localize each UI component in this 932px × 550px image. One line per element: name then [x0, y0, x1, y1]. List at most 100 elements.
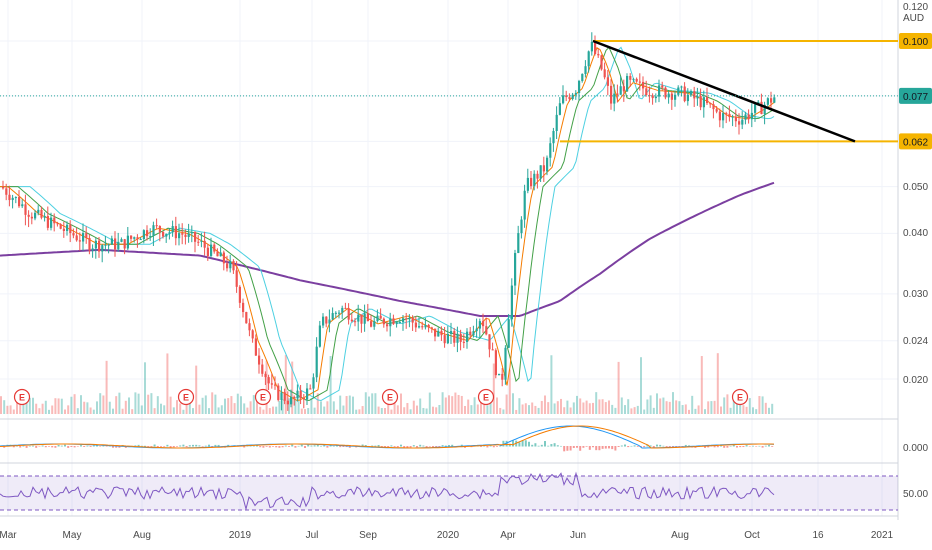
volume-bar — [547, 402, 550, 414]
candle-body — [309, 388, 312, 390]
candle-body — [539, 165, 542, 179]
macd-signal-line — [0, 425, 775, 449]
volume-bar — [348, 395, 351, 414]
candle-body — [744, 114, 747, 120]
y-tick-label: 0.050 — [903, 182, 928, 193]
volume-bar — [416, 405, 418, 414]
macd-histogram-bar — [729, 445, 732, 447]
candle-body — [328, 319, 331, 324]
macd-histogram-bar — [499, 445, 502, 447]
candle-body — [200, 240, 203, 242]
macd-histogram-bar — [182, 444, 185, 447]
price-axis[interactable]: 0.120 AUD 0.050 0.040 0.030 0.024 0.020 … — [903, 2, 928, 500]
candle-body — [587, 51, 590, 67]
volume-bar — [428, 392, 431, 414]
macd-histogram-bar — [57, 445, 60, 447]
macd-histogram-bar — [169, 446, 172, 448]
candle-body — [114, 238, 117, 250]
candle-body — [43, 216, 46, 218]
macd-histogram-bar — [742, 446, 745, 448]
candle-body — [453, 331, 456, 343]
volume-bar — [451, 396, 454, 414]
volume-bar — [694, 408, 697, 414]
volume-bar — [48, 409, 50, 414]
macd-histogram-bar — [425, 446, 428, 448]
volume-bar — [83, 401, 86, 414]
candle-body — [747, 114, 750, 120]
candle-body — [773, 97, 776, 103]
macd-histogram-bar — [707, 446, 710, 448]
volume-bar — [230, 396, 233, 414]
volume-bar — [35, 403, 38, 414]
macd-histogram-bar — [204, 445, 207, 447]
candle-body — [37, 209, 40, 213]
candle-body — [728, 113, 731, 118]
candle-body — [389, 318, 392, 327]
rsi-axis-label: 50.00 — [903, 489, 928, 500]
ma-long-line — [0, 181, 775, 317]
macd-histogram-bar — [524, 440, 527, 447]
time-axis[interactable]: Mar May Aug 2019 Jul Sep 2020 Apr Jun Aug Oct 16 202… — [0, 530, 894, 541]
volume-bar — [32, 397, 34, 414]
candle-body — [754, 104, 757, 113]
volume-bar — [355, 409, 358, 414]
macd-histogram-bar — [752, 445, 754, 447]
candle-body — [146, 230, 149, 237]
candle-body — [158, 226, 161, 232]
macd-histogram-bar — [268, 446, 271, 448]
candle-body — [734, 116, 737, 122]
candle-body — [133, 237, 136, 239]
macd-histogram-bar — [528, 441, 530, 447]
candle-body — [350, 319, 353, 322]
macd-histogram-bar — [83, 446, 86, 447]
candle-body — [24, 204, 27, 215]
candle-body — [222, 252, 225, 264]
volume-bar — [9, 405, 12, 414]
macd-histogram-bar — [422, 445, 425, 447]
volume-bar — [406, 403, 409, 414]
macd-histogram-bar — [492, 446, 495, 448]
price-badge-current: 0.077 — [899, 87, 932, 104]
volume-bar — [124, 400, 127, 414]
volume-bar — [601, 399, 604, 414]
volume-bar — [326, 401, 329, 414]
macd-histogram-bar — [166, 444, 169, 447]
volume-bar — [521, 404, 524, 414]
volume-bar — [409, 409, 412, 414]
volume-bar — [627, 399, 630, 414]
candle-body — [165, 233, 168, 237]
volume-bar — [291, 361, 294, 414]
candle-body — [523, 190, 526, 220]
volume-bar — [614, 407, 617, 414]
candle-body — [680, 86, 683, 88]
macd-histogram-bar — [41, 445, 44, 447]
candle-body — [312, 377, 315, 389]
candle-body — [715, 109, 718, 112]
macd-histogram-bar — [118, 446, 121, 448]
macd-histogram-bar — [179, 445, 182, 447]
candle-body — [5, 188, 8, 195]
candle-body — [763, 104, 766, 115]
candle-body — [414, 322, 417, 328]
candle-body — [718, 111, 721, 121]
volume-bar — [483, 397, 486, 414]
candle-body — [558, 103, 561, 115]
volume-bar — [764, 402, 767, 414]
volume-bar — [156, 396, 159, 414]
macd-histogram-bar — [688, 445, 690, 447]
volume-bar — [636, 405, 639, 414]
macd-histogram-bar — [374, 445, 377, 447]
candle-body — [85, 233, 88, 238]
volume-bar — [96, 401, 98, 414]
candle-body — [469, 331, 472, 336]
macd-histogram-bar — [288, 446, 290, 447]
candle-body — [456, 333, 459, 343]
volume-bar — [716, 353, 719, 414]
volume-bar — [585, 400, 588, 414]
volume-bar — [531, 402, 534, 414]
candle-body — [619, 86, 622, 95]
candle-body — [190, 232, 193, 234]
descending-trendline[interactable] — [592, 39, 856, 143]
